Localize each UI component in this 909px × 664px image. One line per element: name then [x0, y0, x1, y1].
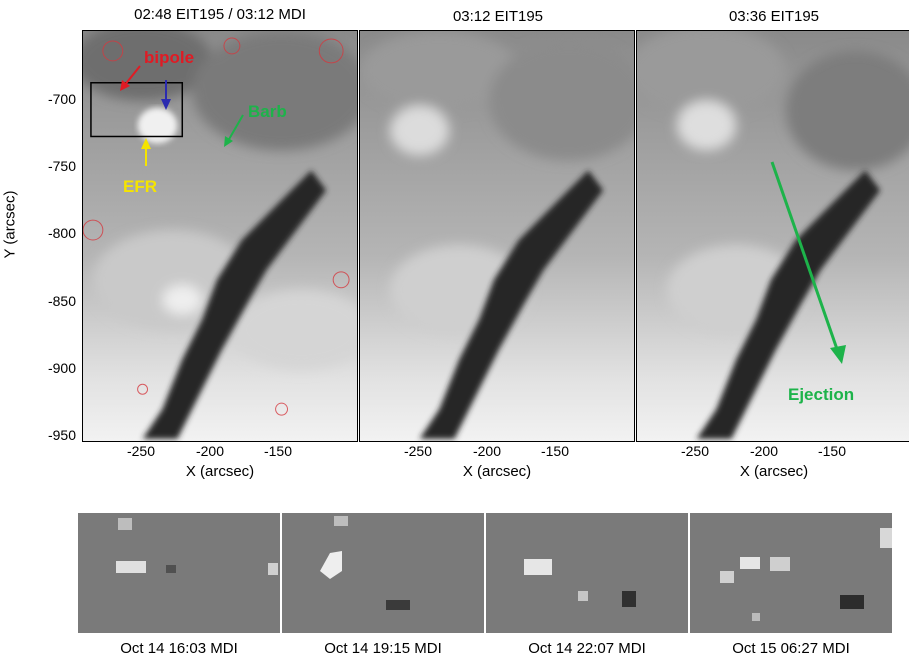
magnetogram-1-caption: Oct 14 16:03 MDI [120, 640, 238, 657]
y-tick: -900 [47, 360, 76, 376]
eit-panel-1 [82, 30, 358, 442]
efr-arrowhead [141, 138, 151, 149]
panel-2-title: 03:12 EIT195 [452, 8, 544, 25]
eit-panel-3 [636, 30, 909, 442]
x-axis-label: X (arcsec) [462, 463, 532, 480]
magnetogram-4 [690, 513, 892, 633]
panel-3-title: 03:36 EIT195 [728, 8, 820, 25]
y-tick: -800 [47, 225, 76, 241]
x-tick: -150 [817, 443, 847, 459]
efr-label: EFR [123, 177, 157, 196]
ejection-arrow [770, 161, 840, 353]
x-axis-label: X (arcsec) [739, 463, 809, 480]
y-tick: -700 [47, 91, 76, 107]
x-tick: -150 [263, 443, 293, 459]
magnetogram-4-caption: Oct 15 06:27 MDI [732, 640, 850, 657]
barb-arrow [227, 114, 244, 142]
ejection-arrowhead [830, 345, 846, 364]
x-tick: -150 [540, 443, 570, 459]
y-tick: -950 [47, 427, 76, 443]
bipole-arrow [123, 65, 141, 87]
magnetogram-2-caption: Oct 14 19:15 MDI [324, 640, 442, 657]
panel-1-title: 02:48 EIT195 / 03:12 MDI [134, 6, 306, 23]
x-tick: -200 [472, 443, 502, 459]
magnetogram-1 [78, 513, 280, 633]
barb-label: Barb [248, 102, 287, 121]
eit-panel-2 [359, 30, 635, 442]
magnetogram-2 [282, 513, 484, 633]
efr-box [90, 82, 184, 138]
bipole-label: bipole [144, 48, 195, 67]
x-tick: -200 [195, 443, 225, 459]
x-tick: -250 [403, 443, 433, 459]
x-tick: -200 [749, 443, 779, 459]
barb-arrowhead [224, 136, 233, 147]
x-tick: -250 [126, 443, 156, 459]
y-tick: -750 [47, 158, 76, 174]
magnetogram-3-caption: Oct 14 22:07 MDI [528, 640, 646, 657]
y-tick: -850 [47, 293, 76, 309]
ejection-label: Ejection [788, 385, 855, 404]
x-tick: -250 [680, 443, 710, 459]
x-axis-label: X (arcsec) [185, 463, 255, 480]
magnetogram-3 [486, 513, 688, 633]
blue-arrowhead [161, 99, 171, 110]
bipole-arrowhead [120, 80, 130, 91]
